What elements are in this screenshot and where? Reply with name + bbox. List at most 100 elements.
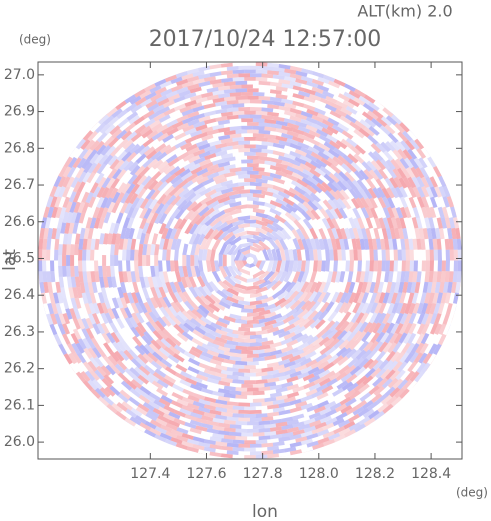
echo-cell — [398, 332, 408, 344]
echo-cell — [235, 345, 248, 351]
echo-cell — [347, 153, 359, 164]
echo-cell — [235, 88, 248, 93]
echo-cell — [143, 301, 153, 314]
echo-cell — [62, 233, 69, 245]
echo-cell — [166, 238, 174, 250]
echo-cell — [212, 433, 225, 439]
echo-cell — [348, 98, 360, 108]
echo-cell — [209, 293, 221, 304]
echo-cell — [145, 321, 156, 333]
echo-cell — [174, 271, 182, 283]
echo-cell — [223, 156, 236, 163]
echo-cell — [437, 260, 442, 272]
echo-cell — [434, 323, 443, 335]
echo-cell — [97, 292, 105, 304]
echo-cell — [206, 171, 220, 180]
echo-cell — [370, 367, 382, 378]
echo-cell — [238, 181, 250, 187]
echo-cell — [209, 63, 222, 70]
echo-cell — [394, 387, 406, 399]
echo-cell — [361, 281, 368, 294]
echo-cell — [229, 235, 242, 246]
echo-cell — [252, 125, 265, 131]
echo-cell — [87, 227, 94, 240]
echo-cell — [104, 124, 116, 135]
echo-cell — [444, 271, 450, 283]
echo-cell — [100, 207, 109, 219]
echo-cell — [99, 123, 111, 134]
echo-cell — [288, 260, 294, 273]
echo-cell — [274, 238, 284, 251]
echo-cell — [247, 346, 259, 351]
echo-cell — [235, 95, 248, 101]
echo-cell — [218, 422, 231, 428]
echo-cell — [188, 300, 200, 311]
echo-cell — [173, 409, 186, 418]
echo-cell — [125, 408, 138, 419]
echo-cell — [156, 387, 168, 397]
echo-cell — [349, 249, 354, 261]
echo-cell — [394, 322, 404, 335]
echo-cell — [80, 371, 91, 382]
echo-cell — [238, 368, 250, 373]
echo-cell — [40, 217, 48, 229]
echo-cell — [232, 405, 245, 411]
echo-cell — [38, 271, 44, 283]
echo-cell — [173, 344, 186, 354]
echo-cell — [57, 323, 66, 335]
echo-cell — [264, 381, 277, 388]
echo-cell — [195, 139, 209, 148]
echo-cell — [382, 217, 390, 229]
echo-cell — [76, 157, 87, 169]
echo-cell — [385, 227, 393, 240]
echo-cell — [297, 308, 309, 320]
echo-cell — [85, 317, 94, 330]
echo-cell — [352, 406, 365, 416]
echo-cell — [216, 289, 228, 300]
echo-cell — [308, 137, 321, 147]
echo-cell — [410, 281, 417, 294]
echo-cell — [417, 196, 425, 208]
echo-cell — [416, 217, 423, 229]
echo-cell — [258, 317, 272, 324]
echo-cell — [303, 95, 316, 104]
echo-cell — [321, 385, 334, 394]
echo-cell — [298, 423, 311, 431]
echo-cell — [111, 297, 120, 309]
echo-cell — [209, 444, 222, 450]
echo-cell — [441, 206, 449, 219]
echo-cell — [356, 330, 367, 342]
echo-cell — [282, 197, 295, 206]
echo-cell — [198, 362, 211, 371]
echo-cell — [215, 364, 228, 371]
echo-cell — [351, 179, 363, 191]
echo-cell — [415, 167, 425, 179]
echo-cell — [82, 271, 88, 283]
echo-cell — [300, 110, 313, 119]
echo-cell — [363, 94, 376, 104]
echo-cell — [332, 124, 344, 134]
echo-cell — [223, 198, 236, 206]
echo-cell — [250, 114, 262, 119]
echo-cell — [192, 329, 204, 339]
y-tick-label: 27.0 — [4, 67, 35, 83]
echo-cell — [255, 185, 268, 192]
echo-cell — [70, 211, 78, 224]
echo-cell — [373, 168, 384, 180]
echo-cell — [409, 260, 414, 272]
echo-cell — [370, 159, 382, 171]
echo-cell — [434, 227, 441, 240]
echo-cell — [42, 260, 47, 272]
echo-cell — [278, 140, 291, 147]
echo-cell — [146, 130, 159, 140]
echo-cell — [420, 292, 427, 304]
echo-cell — [412, 238, 418, 250]
echo-cell — [428, 238, 434, 250]
echo-cell — [87, 130, 98, 142]
echo-cell — [217, 230, 229, 241]
echo-cell — [307, 145, 320, 155]
echo-cell — [394, 158, 405, 170]
echo-cell — [318, 238, 326, 250]
echo-cell — [103, 297, 111, 310]
